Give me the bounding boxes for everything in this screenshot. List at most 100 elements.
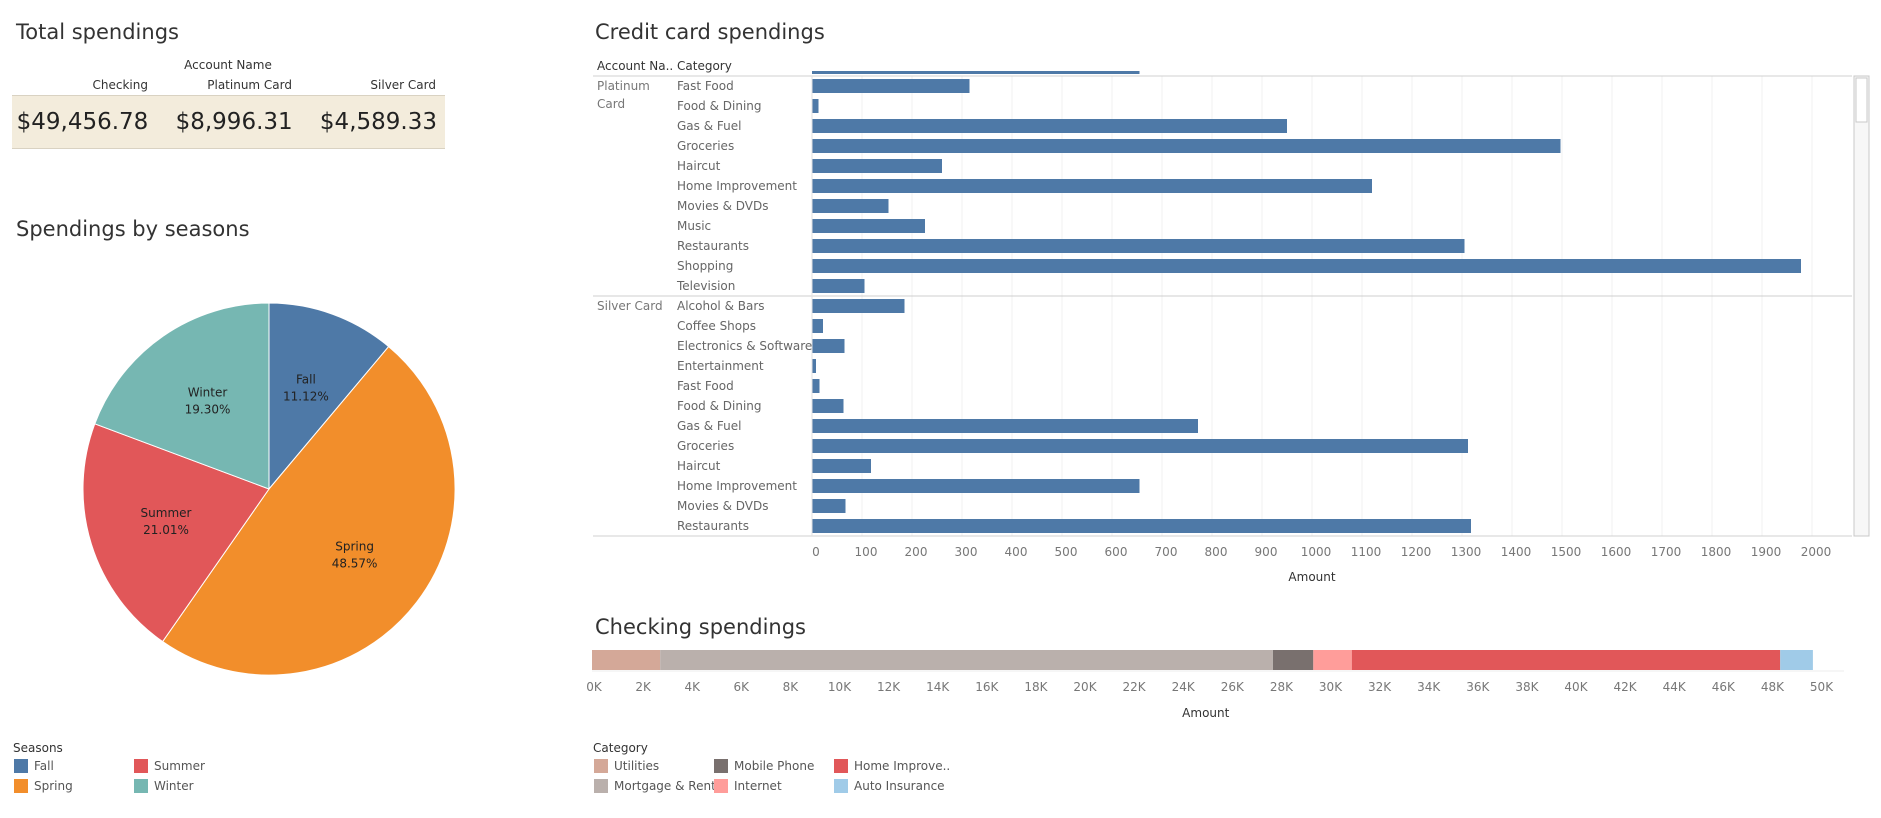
category-label[interactable]: Entertainment	[677, 359, 764, 373]
pie-slice-winter[interactable]	[94, 302, 270, 490]
x-tick-label: 14K	[926, 680, 950, 694]
bar[interactable]	[812, 299, 905, 313]
category-label[interactable]: Coffee Shops	[677, 319, 756, 333]
header-category[interactable]: Category	[677, 59, 732, 73]
stack-segment[interactable]	[592, 650, 661, 670]
bar[interactable]	[812, 219, 925, 233]
legend-item-home-improvement[interactable]: Home Improve..	[834, 759, 950, 773]
bar[interactable]	[812, 179, 1372, 193]
category-label[interactable]: Fast Food	[677, 79, 734, 93]
total-platinum[interactable]: $8,996.31	[175, 109, 293, 135]
bar-partial[interactable]	[812, 71, 1140, 74]
legend-item-mobile-phone[interactable]: Mobile Phone	[714, 759, 814, 773]
legend-item-internet[interactable]: Internet	[714, 779, 782, 793]
bar[interactable]	[812, 339, 845, 353]
legend-item-auto-insurance[interactable]: Auto Insurance	[834, 779, 945, 793]
totals-row: $49,456.78 $8,996.31 $4,589.33	[12, 95, 445, 149]
bar[interactable]	[812, 319, 823, 333]
category-label[interactable]: Haircut	[677, 159, 721, 173]
x-tick-label: 0	[812, 545, 820, 559]
bar[interactable]	[812, 459, 871, 473]
bar[interactable]	[812, 239, 1465, 253]
pie-slice-spring[interactable]	[161, 345, 456, 676]
bar[interactable]	[812, 519, 1471, 533]
legend-item-mortgage-rent[interactable]: Mortgage & Rent	[594, 779, 716, 793]
x-tick-label: 4K	[684, 680, 701, 694]
pie-label-spring: Spring	[335, 540, 374, 554]
bar[interactable]	[812, 279, 865, 293]
account-label-silver[interactable]: Silver Card	[597, 299, 663, 313]
column-header-platinum: Platinum Card	[207, 78, 292, 92]
pie-percent-winter: 19.30%	[185, 402, 231, 416]
category-label[interactable]: Gas & Fuel	[677, 419, 741, 433]
category-label[interactable]: Home Improvement	[677, 179, 797, 193]
x-tick-label: 30K	[1319, 680, 1343, 694]
bar[interactable]	[812, 99, 819, 113]
category-label[interactable]: Restaurants	[677, 519, 749, 533]
category-label[interactable]: Restaurants	[677, 239, 749, 253]
legend-item-fall[interactable]: Fall	[14, 759, 54, 773]
legend-item-winter[interactable]: Winter	[134, 779, 194, 793]
bar[interactable]	[812, 439, 1468, 453]
bar[interactable]	[812, 499, 846, 513]
stack-segment[interactable]	[660, 650, 1273, 670]
x-tick-label: 44K	[1663, 680, 1687, 694]
account-label-platinum[interactable]: Platinum	[597, 79, 650, 93]
x-tick-label: 46K	[1712, 680, 1736, 694]
category-label[interactable]: Groceries	[677, 439, 734, 453]
category-label[interactable]: Alcohol & Bars	[677, 299, 765, 313]
stack-segment[interactable]	[1272, 650, 1314, 670]
legend-item-utilities[interactable]: Utilities	[594, 759, 659, 773]
category-label[interactable]: Gas & Fuel	[677, 119, 741, 133]
category-label[interactable]: Food & Dining	[677, 99, 762, 113]
x-axis-label: Amount	[1288, 570, 1335, 584]
bar[interactable]	[812, 259, 1801, 273]
category-label[interactable]: Shopping	[677, 259, 733, 273]
x-tick-label: 1000	[1301, 545, 1332, 559]
bar[interactable]	[812, 199, 889, 213]
header-account-name[interactable]: Account Na..	[597, 59, 673, 73]
legend-swatch	[834, 759, 848, 773]
column-header-silver: Silver Card	[370, 78, 436, 92]
pie-slice-summer[interactable]	[82, 423, 270, 643]
bar[interactable]	[812, 419, 1198, 433]
category-label[interactable]: Fast Food	[677, 379, 734, 393]
category-label[interactable]: Electronics & Software	[677, 339, 812, 353]
category-label[interactable]: Television	[676, 279, 735, 293]
x-tick-label: 32K	[1368, 680, 1392, 694]
category-label[interactable]: Movies & DVDs	[677, 499, 768, 513]
bar[interactable]	[812, 159, 942, 173]
legend-item-summer[interactable]: Summer	[134, 759, 205, 773]
bar[interactable]	[812, 379, 820, 393]
legend-swatch	[134, 779, 148, 793]
account-label-platinum[interactable]: Card	[597, 97, 625, 111]
x-tick-label: 12K	[877, 680, 901, 694]
legend-item-spring[interactable]: Spring	[14, 779, 73, 793]
bar[interactable]	[812, 79, 970, 93]
bar[interactable]	[812, 359, 816, 373]
bar[interactable]	[812, 119, 1287, 133]
scrollbar-thumb[interactable]	[1855, 77, 1868, 123]
category-label[interactable]: Haircut	[677, 459, 721, 473]
bar[interactable]	[812, 139, 1561, 153]
category-label[interactable]: Home Improvement	[677, 479, 797, 493]
total-checking[interactable]: $49,456.78	[16, 109, 149, 135]
category-label[interactable]: Food & Dining	[677, 399, 762, 413]
bar[interactable]	[812, 479, 1140, 493]
legend-swatch	[134, 759, 148, 773]
scrollbar-track[interactable]	[1853, 75, 1870, 537]
pie-slice-fall[interactable]	[268, 302, 390, 491]
x-tick-label: 400	[1005, 545, 1028, 559]
x-tick-label: 800	[1205, 545, 1228, 559]
stack-segment[interactable]	[1780, 650, 1813, 670]
x-axis-label: Amount	[1182, 706, 1229, 720]
total-silver[interactable]: $4,589.33	[319, 109, 437, 135]
stack-segment[interactable]	[1313, 650, 1352, 670]
category-label[interactable]: Movies & DVDs	[677, 199, 768, 213]
checking-title: Checking spendings	[595, 615, 806, 639]
stack-segment[interactable]	[1351, 650, 1781, 670]
category-label[interactable]: Music	[677, 219, 711, 233]
category-label[interactable]: Groceries	[677, 139, 734, 153]
x-tick-label: 900	[1255, 545, 1278, 559]
bar[interactable]	[812, 399, 844, 413]
